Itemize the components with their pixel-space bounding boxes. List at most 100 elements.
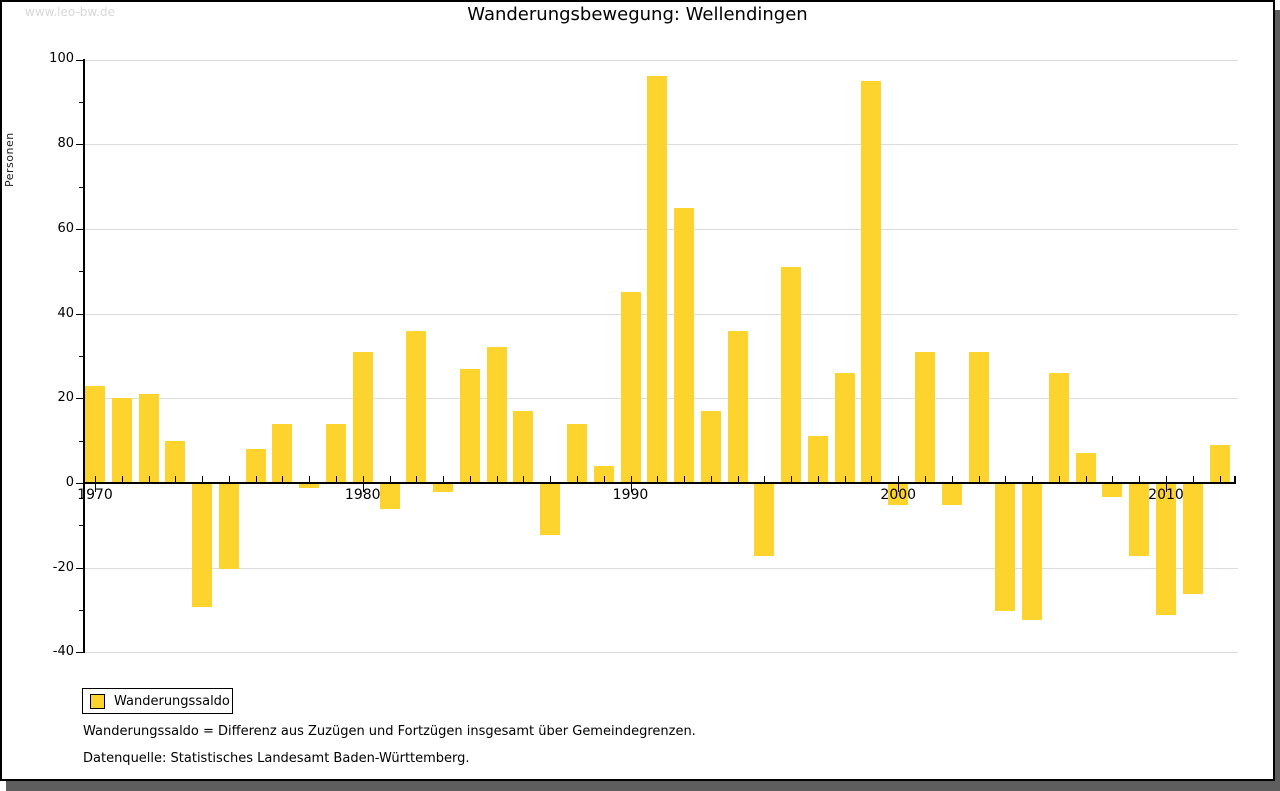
bar (1075, 453, 1096, 483)
y-tick (76, 144, 83, 146)
bar (1048, 372, 1069, 483)
x-tick (657, 476, 659, 482)
x-tick (684, 476, 686, 482)
x-tick (121, 476, 123, 482)
y-tick (76, 483, 83, 484)
x-tick (630, 476, 632, 482)
x-major-tick (898, 484, 900, 492)
x-tick (175, 476, 177, 482)
bar (1102, 484, 1123, 497)
x-tick (1112, 476, 1114, 482)
x-tick (1058, 476, 1060, 482)
bar (1156, 484, 1176, 616)
grid-line (83, 652, 1238, 654)
legend-box: Wanderungssaldo (82, 688, 233, 714)
x-tick (282, 476, 284, 482)
legend-label: Wanderungssaldo (114, 693, 230, 709)
x-major-tick (362, 484, 364, 492)
bar (1129, 484, 1150, 556)
x-tick (550, 476, 552, 482)
bar (352, 351, 373, 483)
y-tick-label: 0 (65, 475, 74, 490)
x-tick (603, 476, 605, 482)
x-tick-label: 1980 (344, 487, 381, 503)
x-tick (443, 476, 445, 482)
x-tick (1085, 476, 1087, 482)
footnote-source: Datenquelle: Statistisches Landesamt Bad… (83, 751, 470, 766)
y-tick (76, 652, 83, 654)
y-tick (76, 59, 83, 61)
y-tick (79, 101, 83, 103)
bar (218, 484, 239, 569)
y-tick (79, 525, 83, 527)
site-watermark: www.leo-bw.de (25, 5, 115, 19)
bar (85, 385, 105, 483)
bar (674, 207, 695, 483)
x-tick (844, 476, 846, 482)
x-tick (255, 476, 257, 482)
bar (1209, 444, 1230, 483)
chart-title: Wanderungsbewegung: Wellendingen (467, 4, 808, 25)
bar (486, 347, 507, 483)
x-tick (1219, 476, 1221, 482)
bar (727, 330, 748, 483)
x-tick-label: 2010 (1148, 487, 1184, 503)
y-tick-label: -20 (52, 559, 74, 575)
plot-area: -40 -20 0 20 40 60 80 100 1970 1980 1990 2000 2010 (49, 50, 1251, 675)
x-tick (335, 476, 337, 482)
bar (272, 423, 293, 483)
bar (620, 292, 641, 483)
bar (459, 368, 480, 483)
y-tick (79, 440, 83, 442)
bar (941, 484, 962, 506)
y-tick (79, 271, 83, 273)
bar (379, 484, 400, 510)
x-tick (764, 476, 766, 482)
x-tick (1192, 476, 1194, 482)
bar (406, 330, 427, 483)
bar (138, 394, 159, 483)
x-tick (228, 476, 230, 482)
x-major-tick (1166, 484, 1167, 492)
x-tick (496, 476, 498, 482)
y-axis-line (83, 58, 85, 654)
bar (513, 411, 534, 483)
x-tick (871, 476, 873, 482)
x-tick (791, 476, 793, 482)
legend-swatch-icon (90, 693, 105, 709)
bar (111, 398, 132, 483)
bar (192, 484, 213, 607)
y-tick-label: 40 (57, 305, 74, 321)
y-tick-label: -40 (52, 644, 74, 660)
bar (995, 484, 1016, 612)
x-tick (469, 476, 471, 482)
x-tick (737, 476, 739, 482)
bar (647, 76, 668, 483)
x-tick (416, 476, 418, 482)
bar (566, 423, 587, 483)
y-tick (76, 313, 83, 315)
y-tick (79, 355, 83, 357)
bar (807, 436, 828, 483)
x-tick (1166, 476, 1167, 482)
y-tick (76, 228, 83, 230)
x-tick (148, 476, 150, 482)
x-tick (925, 476, 927, 482)
bar (888, 484, 909, 506)
x-tick (978, 476, 980, 482)
axis-end-cap (1234, 476, 1236, 484)
bar (1182, 484, 1203, 595)
bar (540, 484, 561, 535)
x-tick-label: 2000 (880, 487, 917, 503)
grid-line (83, 567, 1238, 569)
bar (299, 484, 320, 489)
bar (593, 466, 614, 483)
x-tick (389, 476, 391, 482)
x-tick (951, 476, 953, 482)
y-axis-title: Personen (3, 132, 16, 187)
x-tick-label: 1970 (77, 487, 113, 503)
x-tick (1032, 476, 1034, 482)
y-tick (76, 398, 83, 400)
x-tick-label: 1990 (612, 487, 649, 503)
bar (834, 372, 855, 483)
